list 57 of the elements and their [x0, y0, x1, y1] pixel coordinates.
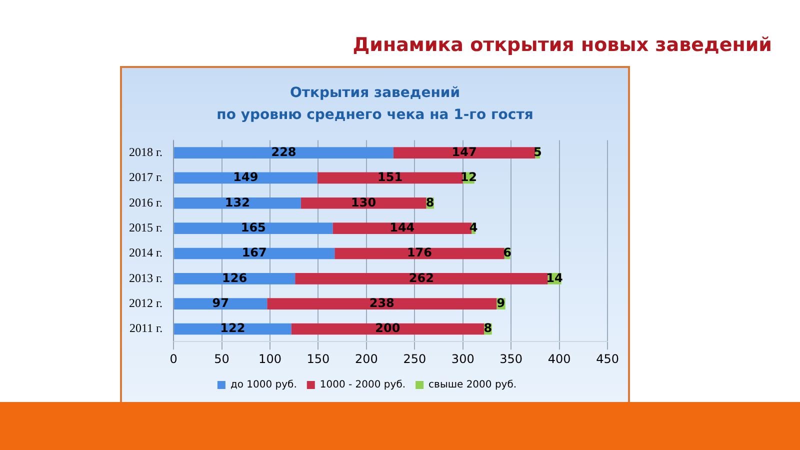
data-label: 165	[240, 220, 266, 234]
data-label: 122	[220, 321, 246, 336]
y-tick-label: 2015 г.	[128, 220, 163, 234]
chart-subtitle: Открытия заведений по уровню среднего чека на 1-го гостя	[216, 84, 534, 125]
y-tick-label: 2017 г.	[128, 170, 163, 184]
data-label: 176	[406, 246, 432, 260]
chart-title: Динамика открытия новых заведений	[352, 34, 772, 56]
x-tick-label: 0	[170, 352, 178, 366]
x-tick-label: 250	[403, 352, 426, 366]
y-tick-label: 2013 г.	[128, 270, 163, 285]
y-tick-label: 2011 г.	[129, 321, 163, 336]
x-tick-label: 100	[258, 352, 282, 366]
data-label: 262	[408, 270, 434, 285]
data-label: 4	[469, 220, 478, 234]
data-label: 9	[496, 296, 506, 310]
data-label: 97	[212, 296, 229, 310]
y-tick-label: 2012 г.	[128, 296, 163, 310]
x-tick-label: 300	[451, 352, 474, 366]
bar	[174, 273, 296, 284]
bar	[317, 172, 463, 184]
data-label: 228	[271, 144, 296, 159]
bar	[334, 248, 504, 260]
bar	[300, 197, 426, 209]
bar	[291, 323, 484, 335]
y-tick-label: 2014 г.	[128, 246, 163, 260]
bar	[393, 147, 536, 158]
bar	[174, 222, 333, 234]
bar	[174, 298, 268, 310]
data-label: 151	[378, 170, 403, 184]
data-label: 238	[369, 296, 394, 310]
x-tick-label: 400	[548, 352, 571, 366]
bar	[267, 298, 497, 310]
data-label: 126	[222, 270, 248, 285]
legend-label: 1000 - 2000 руб.	[320, 380, 406, 391]
data-label: 144	[390, 220, 415, 234]
x-tick-label: 50	[214, 352, 230, 366]
bar	[174, 248, 335, 260]
data-label: 132	[224, 195, 250, 210]
y-tick-label: 2016 г.	[128, 195, 163, 210]
data-label: 8	[484, 321, 492, 336]
data-label: 149	[233, 170, 258, 184]
legend-label: до 1000 руб.	[230, 380, 297, 391]
bar	[174, 147, 394, 158]
data-label: 8	[426, 195, 434, 210]
data-label: 130	[351, 195, 376, 210]
bar	[174, 197, 301, 209]
x-tick-label: 350	[500, 352, 523, 366]
x-tick-label: 150	[306, 352, 330, 366]
x-tick-label: 200	[354, 352, 378, 366]
data-label: 147	[452, 144, 477, 159]
bar	[295, 273, 548, 284]
bar	[174, 172, 318, 184]
x-tick-label: 450	[596, 352, 619, 366]
legend-label: свыше 2000 руб.	[428, 380, 517, 391]
data-label: 167	[242, 246, 267, 260]
y-tick-label: 2018 г.	[128, 144, 163, 159]
data-label: 200	[375, 321, 400, 336]
